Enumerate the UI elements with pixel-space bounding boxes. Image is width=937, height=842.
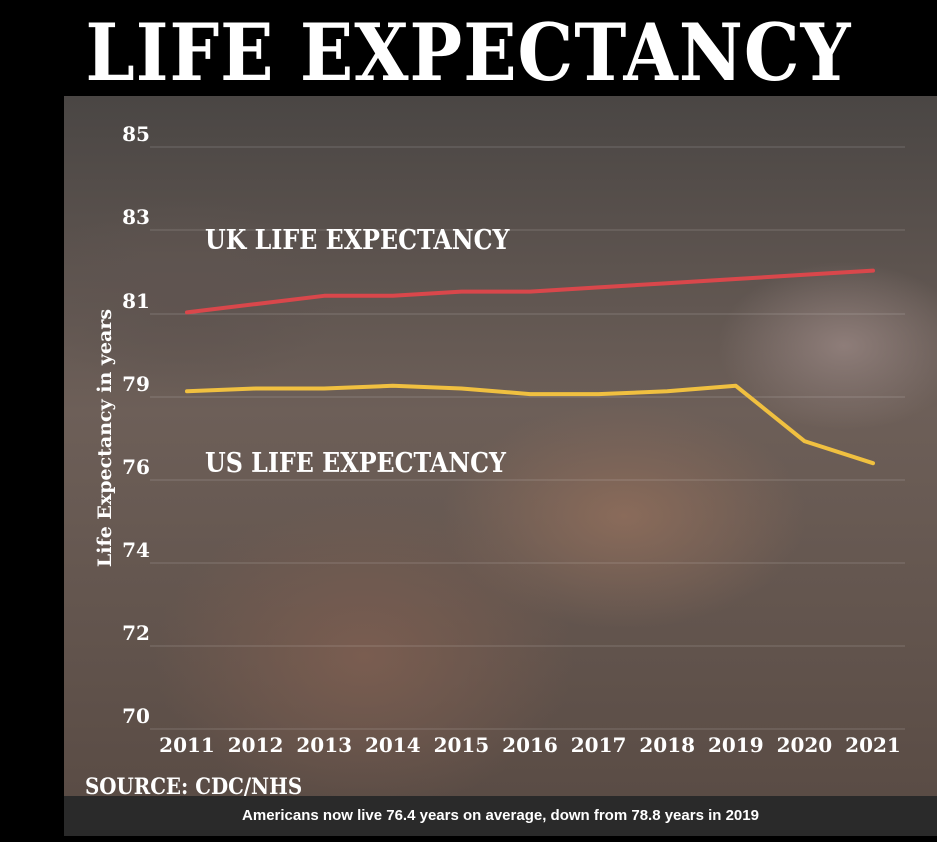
y-tick-label: 85 — [122, 122, 150, 146]
y-tick-labels: 85 83 81 79 76 74 72 70 — [122, 122, 150, 728]
y-tick-label: 76 — [122, 455, 150, 479]
uk-series-line — [185, 268, 875, 315]
x-tick-label: 2018 — [639, 733, 695, 757]
x-tick-label: 2013 — [296, 733, 352, 757]
grid-lines — [150, 146, 905, 730]
x-tick-label: 2017 — [571, 733, 627, 757]
x-tick-label: 2021 — [845, 733, 901, 757]
series-lines — [185, 268, 875, 466]
y-tick-label: 72 — [122, 621, 150, 645]
y-tick-label: 70 — [122, 704, 150, 728]
source-label: SOURCE: CDC/NHS — [85, 773, 302, 799]
x-tick-label: 2020 — [777, 733, 833, 757]
x-tick-label: 2019 — [708, 733, 764, 757]
y-tick-label: 79 — [122, 372, 150, 396]
y-tick-label: 74 — [122, 538, 150, 562]
page-title: LIFE EXPECTANCY — [85, 6, 852, 99]
x-tick-label: 2015 — [434, 733, 490, 757]
us-series-line — [185, 383, 875, 466]
y-tick-label: 81 — [122, 289, 150, 313]
x-tick-label: 2012 — [228, 733, 284, 757]
series-label-us: US LIFE EXPECTANCY — [205, 447, 507, 479]
y-axis-label: Life Expectancy in years — [94, 309, 116, 567]
caption-bar: Americans now live 76.4 years on average… — [64, 796, 937, 836]
x-tick-label: 2014 — [365, 733, 421, 757]
series-label-uk: UK LIFE EXPECTANCY — [205, 224, 510, 256]
x-tick-labels: 2011 2012 2013 2014 2015 2016 2017 2018 2019 2020… — [159, 733, 901, 757]
x-tick-label: 2011 — [159, 733, 215, 757]
y-tick-label: 83 — [122, 205, 150, 229]
x-tick-label: 2016 — [502, 733, 558, 757]
chart-background — [64, 96, 937, 796]
